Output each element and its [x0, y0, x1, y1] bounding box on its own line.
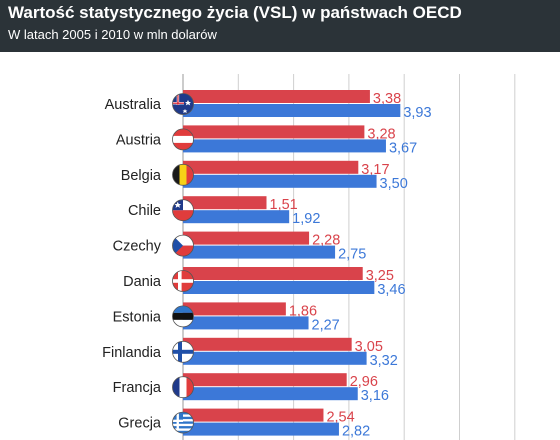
- value-label-series0: 3,17: [361, 162, 389, 178]
- category-label: Grecja: [118, 416, 162, 432]
- bar-series1-3: [183, 210, 290, 224]
- value-label-series1: 2,82: [342, 424, 370, 440]
- belgium-flag-icon: [172, 163, 194, 186]
- chart-subtitle: W latach 2005 i 2010 w mln dolarów: [8, 27, 217, 42]
- category-label: Finlandia: [102, 345, 162, 361]
- value-label-series0: 1,86: [289, 303, 317, 319]
- greece-flag-icon: [172, 411, 194, 434]
- bar-series0-3: [183, 196, 267, 210]
- bar-series0-6: [183, 302, 286, 316]
- value-label-series1: 3,16: [361, 388, 389, 404]
- australia-flag-icon: [172, 93, 194, 115]
- value-label-series0: 2,54: [326, 410, 354, 426]
- denmark-flag-icon: [172, 270, 194, 292]
- czechia-flag-icon: [172, 234, 194, 257]
- bar-series0-7: [183, 337, 352, 351]
- value-label-series1: 2,75: [338, 247, 366, 263]
- value-label-series1: 1,92: [292, 211, 320, 227]
- bar-series1-1: [183, 139, 386, 153]
- bar-series1-8: [183, 387, 358, 401]
- value-label-series0: 3,28: [367, 126, 395, 142]
- value-label-series0: 2,96: [350, 374, 378, 390]
- category-label: Czechy: [113, 239, 162, 255]
- chart-title: Wartość statystycznego życia (VSL) w pań…: [8, 3, 462, 22]
- category-label: Belgia: [121, 168, 162, 184]
- austria-flag-icon: [172, 128, 194, 151]
- category-label: Austria: [116, 132, 162, 148]
- value-label-series0: 3,25: [366, 268, 394, 284]
- value-label-series1: 2,27: [312, 317, 340, 333]
- bar-series0-5: [183, 267, 363, 280]
- bar-series1-6: [183, 316, 309, 330]
- bar-series0-2: [183, 160, 359, 174]
- bar-series1-2: [183, 174, 377, 188]
- bar-series0-8: [183, 373, 347, 387]
- value-label-series1: 3,46: [377, 282, 405, 298]
- finland-flag-icon: [172, 340, 194, 363]
- value-label-series1: 3,32: [370, 353, 398, 369]
- value-label-series0: 3,05: [355, 339, 383, 355]
- bar-series1-0: [183, 104, 401, 117]
- chart-header: Wartość statystycznego życia (VSL) w pań…: [0, 0, 560, 52]
- bar-series0-9: [183, 408, 324, 422]
- value-label-series0: 3,38: [373, 91, 401, 107]
- bar-series0-0: [183, 90, 370, 103]
- category-label: Estonia: [113, 309, 162, 325]
- value-label-series0: 1,51: [270, 197, 298, 213]
- bar-series0-4: [183, 231, 310, 245]
- estonia-flag-icon: [172, 305, 194, 328]
- france-flag-icon: [172, 376, 194, 399]
- value-label-series0: 2,28: [312, 233, 340, 249]
- category-label: Dania: [123, 274, 162, 290]
- value-label-series1: 3,67: [389, 140, 417, 156]
- value-label-series1: 3,50: [380, 176, 408, 192]
- category-label: Australia: [105, 97, 162, 113]
- bar-series1-7: [183, 351, 367, 365]
- value-label-series1: 3,93: [403, 105, 431, 121]
- chile-flag-icon: [172, 199, 194, 222]
- category-label: Francja: [113, 380, 162, 396]
- bar-series1-5: [183, 281, 375, 294]
- bar-series1-9: [183, 422, 339, 436]
- bar-series1-4: [183, 245, 336, 259]
- category-label: Chile: [128, 203, 161, 219]
- bar-series0-1: [183, 125, 365, 139]
- bar-chart: Australia 3,383,93 Austria 3,283,67 Belgia 3,…: [102, 74, 516, 440]
